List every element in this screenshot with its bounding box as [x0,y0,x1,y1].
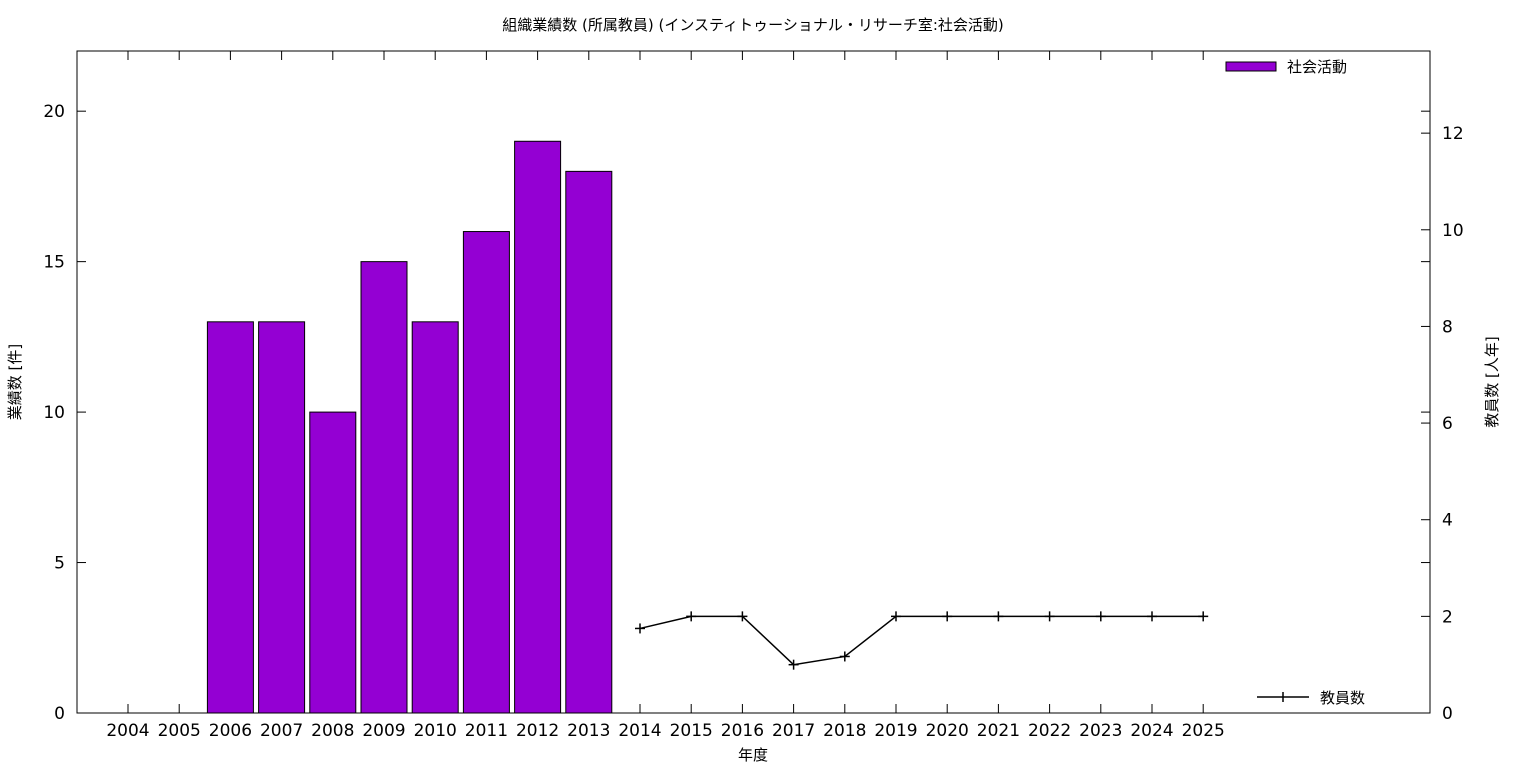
bar [565,170,613,714]
x-tick-label: 2008 [311,721,354,741]
x-tick-label: 2007 [260,721,303,741]
bar [258,321,306,714]
x-tick-label: 2017 [772,721,815,741]
bar [514,140,562,714]
y-axis-label: 業績数 [件] [6,344,24,420]
x-tick-label: 2009 [362,721,405,741]
x-tick-label: 2016 [721,721,764,741]
y2-tick-label: 8 [1442,317,1453,337]
x-tick-label: 2015 [670,721,713,741]
y2-axis-label: 教員数 [人年] [1483,336,1501,427]
bar [309,411,357,714]
x-tick-label: 2013 [567,721,610,741]
bar [206,321,254,714]
x-axis-label: 年度 [738,746,768,764]
y2-tick-label: 0 [1442,704,1453,724]
plot-area: 0 5 10 15 20 0 2 4 6 8 10 12 2004 2005 2006 2007 2008 200… [43,50,1464,741]
y-tick-label: 5 [54,554,65,574]
x-tick-label: 2023 [1079,721,1122,741]
x-tick-label: 2012 [516,721,559,741]
x-tick-label: 2014 [618,721,661,741]
y-tick-label: 20 [43,102,65,122]
x-tick-label: 2020 [926,721,969,741]
x-tick-label: 2019 [874,721,917,741]
x-tick-label: 2024 [1130,721,1173,741]
y-tick-label: 10 [43,403,65,423]
y2-tick-label: 12 [1442,124,1464,144]
x-tick-label: 2011 [465,721,508,741]
x-tick-label: 2010 [414,721,457,741]
y-tick-label: 15 [43,253,65,273]
legend-swatch-bar [1225,61,1277,72]
x-tick-label: 2005 [158,721,201,741]
bar [360,261,408,714]
series-line [639,615,1204,666]
bar [462,231,510,714]
x-tick-label: 2006 [209,721,252,741]
y2-tick-label: 2 [1442,607,1453,627]
x-tick-label: 2021 [977,721,1020,741]
x-tick-label: 2018 [823,721,866,741]
chart-title: 組織業績数 (所属教員) (インスティトゥーショナル・リサーチ室:社会活動) [502,16,1004,34]
y2-tick-label: 10 [1442,221,1464,241]
x-tick-label: 2022 [1028,721,1071,741]
y2-tick-label: 4 [1442,511,1453,531]
x-tick-label: 2025 [1182,721,1225,741]
legend-label-line: 教員数 [1320,689,1365,707]
bar [411,321,459,714]
plot-frame [76,50,1431,714]
y2-tick-label: 6 [1442,414,1453,434]
x-tick-label: 2004 [106,721,149,741]
legend-label-bar: 社会活動 [1287,58,1347,76]
y-tick-label: 0 [54,704,65,724]
